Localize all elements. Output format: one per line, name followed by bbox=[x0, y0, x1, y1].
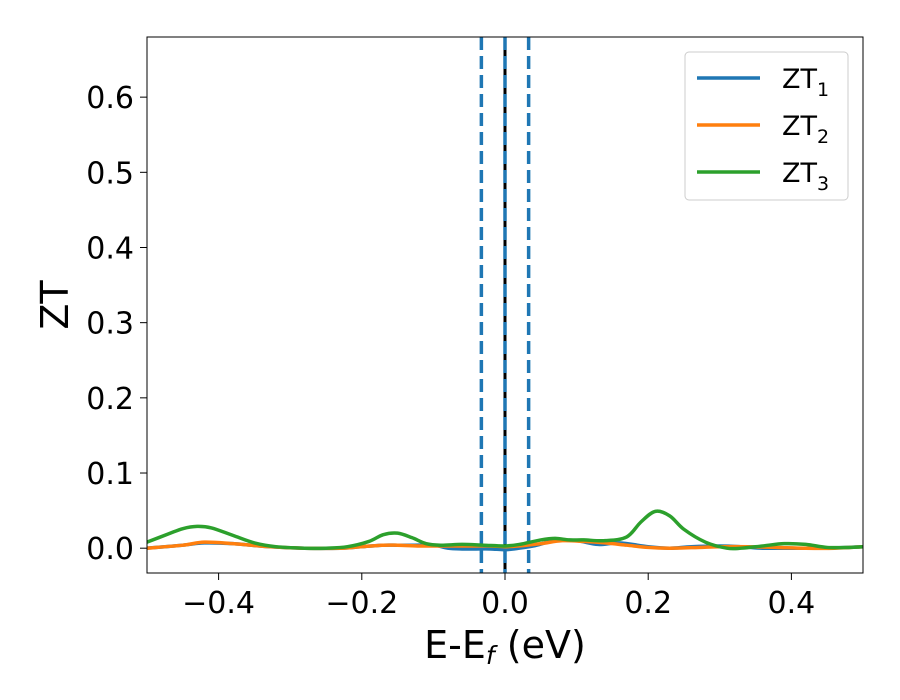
legend-label-zt2: ZT2 bbox=[782, 111, 829, 148]
series-line-zt3 bbox=[147, 509, 863, 551]
y-tick-label: 0.0 bbox=[86, 532, 134, 567]
x-axis-label-unit: (eV) bbox=[495, 623, 586, 667]
x-axis: −0.4 −0.2 0.0 0.2 0.4 bbox=[182, 573, 815, 621]
y-axis: 0.0 0.1 0.2 0.3 0.4 0.5 0.6 bbox=[86, 81, 147, 567]
x-tick-label: 0.4 bbox=[768, 586, 816, 621]
legend-label-zt1: ZT1 bbox=[782, 64, 829, 101]
y-axis-label: ZT bbox=[33, 280, 77, 330]
x-tick-label: 0.2 bbox=[624, 586, 672, 621]
y-tick-label: 0.2 bbox=[86, 382, 134, 417]
y-tick-label: 0.6 bbox=[86, 81, 134, 116]
y-tick-label: 0.5 bbox=[86, 156, 134, 191]
y-tick-label: 0.4 bbox=[86, 231, 134, 266]
y-tick-label: 0.1 bbox=[86, 457, 134, 492]
legend-label-zt3: ZT3 bbox=[782, 158, 829, 195]
series-layer bbox=[147, 509, 863, 552]
x-tick-label: −0.4 bbox=[182, 586, 255, 621]
reference-lines bbox=[479, 37, 531, 573]
legend-box bbox=[684, 51, 849, 201]
x-axis-label-main: E-E bbox=[424, 623, 486, 667]
x-tick-label: 0.0 bbox=[481, 586, 529, 621]
x-tick-label: −0.2 bbox=[325, 586, 398, 621]
legend: ZT1 ZT2 ZT3 bbox=[684, 51, 849, 201]
x-axis-label: E-Ef (eV) bbox=[424, 623, 586, 670]
y-tick-label: 0.3 bbox=[86, 307, 134, 342]
